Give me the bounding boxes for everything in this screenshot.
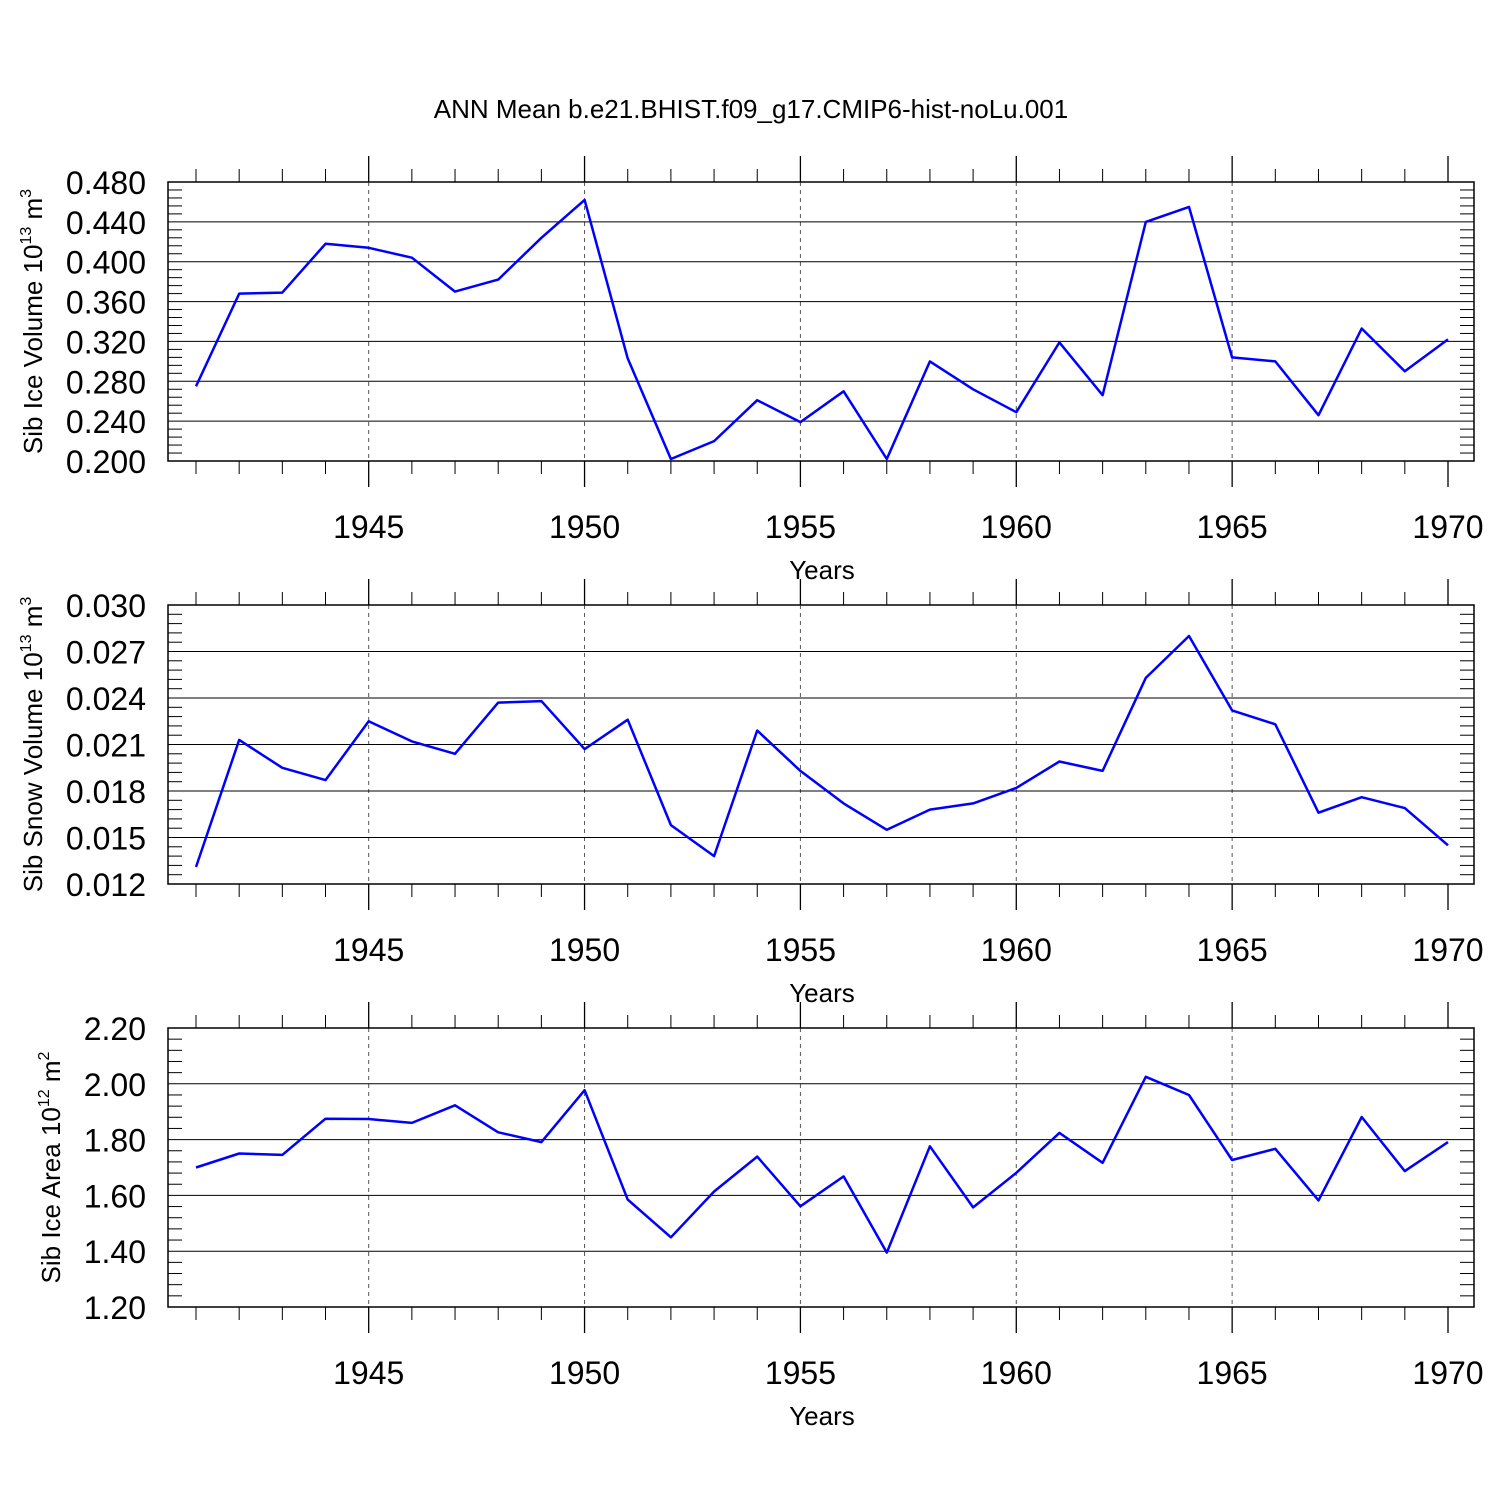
y-tick-label: 0.200 bbox=[66, 444, 146, 480]
x-tick-label: 1960 bbox=[981, 1355, 1052, 1391]
x-tick-label: 1950 bbox=[549, 932, 620, 968]
series-line bbox=[195, 1075, 1449, 1254]
y-axis-label: Sib Ice Area 1012 m2 bbox=[36, 1051, 66, 1283]
series-line bbox=[194, 634, 1449, 868]
y-tick-label: 0.240 bbox=[66, 404, 146, 440]
y-tick-label: 0.400 bbox=[66, 245, 146, 281]
y-tick-label: 0.024 bbox=[66, 681, 146, 717]
x-tick-label: 1945 bbox=[333, 932, 404, 968]
x-tick-label: 1970 bbox=[1412, 509, 1483, 545]
y-tick-label: 0.027 bbox=[66, 635, 146, 671]
y-axis-label: Sib Ice Volume 1013 m3 bbox=[18, 189, 48, 454]
y-tick-label: 1.40 bbox=[84, 1234, 146, 1270]
x-axis-label: Years bbox=[789, 1401, 855, 1431]
x-tick-label: 1965 bbox=[1197, 509, 1268, 545]
x-tick-label: 1955 bbox=[765, 932, 836, 968]
y-tick-label: 0.280 bbox=[66, 364, 146, 400]
chart-title: ANN Mean b.e21.BHIST.f09_g17.CMIP6-hist-… bbox=[434, 94, 1068, 124]
x-tick-label: 1965 bbox=[1197, 1355, 1268, 1391]
y-tick-label: 0.015 bbox=[66, 821, 146, 857]
y-tick-label: 2.00 bbox=[84, 1067, 146, 1103]
plot-frame bbox=[167, 181, 1475, 462]
x-tick-label: 1950 bbox=[549, 509, 620, 545]
x-axis-label: Years bbox=[789, 978, 855, 1008]
y-tick-label: 1.80 bbox=[84, 1123, 146, 1159]
y-tick-label: 0.360 bbox=[66, 285, 146, 321]
x-tick-label: 1945 bbox=[333, 1355, 404, 1391]
panel-2: 1945 1950 1955 1960 1965 1970 0.012 0.015 0.018 0… bbox=[18, 579, 1484, 1008]
y-tick-label: 1.60 bbox=[84, 1178, 146, 1214]
y-tick-label: 0.440 bbox=[66, 205, 146, 241]
plot-frame bbox=[167, 1027, 1475, 1308]
y-tick-label: 0.480 bbox=[66, 165, 146, 201]
y-tick-label: 0.012 bbox=[66, 867, 146, 903]
panel-1: 1945 1950 1955 1960 1965 1970 0.200 0.240 0.280 0… bbox=[18, 156, 1484, 585]
series-line bbox=[194, 198, 1449, 461]
x-tick-label: 1960 bbox=[981, 509, 1052, 545]
x-tick-label: 1970 bbox=[1412, 1355, 1483, 1391]
x-tick-label: 1955 bbox=[765, 1355, 836, 1391]
y-tick-label: 1.20 bbox=[84, 1290, 146, 1326]
x-tick-label: 1955 bbox=[765, 509, 836, 545]
x-tick-label: 1965 bbox=[1197, 932, 1268, 968]
y-axis-label: Sib Snow Volume 1013 m3 bbox=[18, 597, 48, 893]
y-tick-label: 0.320 bbox=[66, 324, 146, 360]
y-tick-label: 0.018 bbox=[66, 774, 146, 810]
x-tick-label: 1970 bbox=[1412, 932, 1483, 968]
panel-3: 1945 1950 1955 1960 1965 1970 1.20 1.40 1.60 1.80… bbox=[36, 1002, 1484, 1431]
x-tick-label: 1950 bbox=[549, 1355, 620, 1391]
x-axis-label: Years bbox=[789, 555, 855, 585]
y-tick-label: 0.030 bbox=[66, 588, 146, 624]
y-tick-label: 0.021 bbox=[66, 728, 146, 764]
y-tick-label: 2.20 bbox=[84, 1011, 146, 1047]
x-tick-label: 1960 bbox=[981, 932, 1052, 968]
x-tick-label: 1945 bbox=[333, 509, 404, 545]
